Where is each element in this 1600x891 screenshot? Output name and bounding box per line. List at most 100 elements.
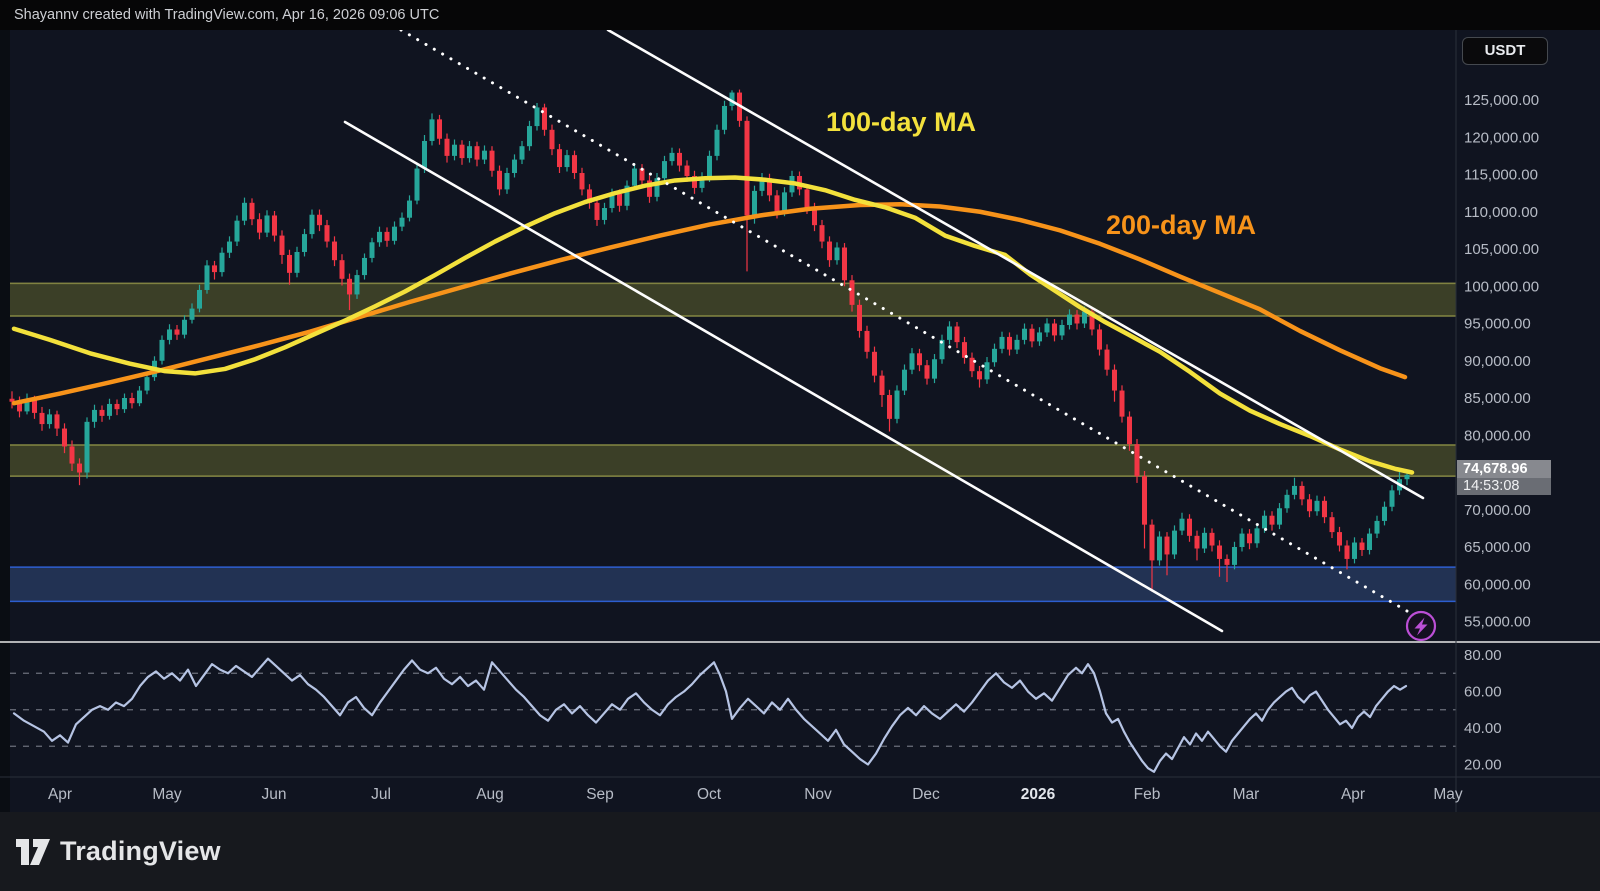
symbol-currency-badge[interactable]: USDT — [1462, 37, 1548, 65]
candle-body — [1254, 528, 1260, 544]
candle-body — [962, 342, 967, 358]
candle-body — [77, 463, 82, 473]
candle-body — [542, 107, 547, 130]
candle-body — [459, 144, 465, 159]
time-axis-label-jun[interactable]: Jun — [262, 786, 287, 803]
lightning-icon — [1414, 617, 1428, 636]
candle-body — [1232, 547, 1237, 565]
time-axis-label-feb[interactable]: Feb — [1134, 786, 1161, 803]
ma-100-line — [11, 175, 1415, 475]
candle-body — [1082, 311, 1087, 324]
candle-body — [1277, 508, 1282, 525]
time-axis-label-2026[interactable]: 2026 — [1021, 786, 1056, 803]
candle-body — [759, 178, 765, 191]
candle-body — [752, 190, 757, 216]
candle-body — [9, 398, 15, 402]
candle-body — [264, 215, 270, 233]
candle-body — [729, 92, 735, 106]
candle-body — [1382, 506, 1387, 521]
tradingview-logo-icon[interactable] — [16, 838, 50, 866]
candle-body — [182, 319, 187, 335]
candle-body — [302, 234, 307, 252]
candle-body — [939, 339, 945, 360]
candle-body — [1037, 332, 1042, 342]
rsi-tick-label: 60.00 — [1464, 684, 1502, 701]
candle-body — [947, 326, 952, 340]
candle-body — [1194, 535, 1200, 549]
candle-body — [1307, 499, 1312, 512]
candle-body — [654, 178, 660, 197]
price-tick-label: 65,000.00 — [1464, 539, 1531, 556]
time-axis-label-jul[interactable]: Jul — [371, 786, 391, 803]
last-price-tag[interactable]: 74,678.96 14:53:08 — [1457, 460, 1551, 495]
candle-body — [92, 409, 97, 422]
left-margin-strip — [0, 30, 10, 812]
candle-body — [384, 231, 390, 241]
candle-body — [279, 235, 285, 255]
candle-body — [467, 146, 472, 159]
candle-body — [1142, 476, 1147, 525]
candle-body — [714, 129, 720, 156]
time-axis-label-may[interactable]: May — [1433, 786, 1463, 803]
price-tick-label: 90,000.00 — [1464, 353, 1531, 370]
candle-body — [842, 247, 847, 281]
channel-line-left[interactable] — [343, 120, 1224, 633]
candle-body — [647, 180, 652, 197]
last-price-value: 74,678.96 — [1457, 460, 1551, 478]
candle-body — [137, 390, 142, 404]
candle-body — [609, 193, 615, 209]
candle-body — [204, 265, 210, 290]
time-axis-label-mar[interactable]: Mar — [1233, 786, 1260, 803]
candle-body — [677, 152, 682, 166]
candle-body — [1344, 545, 1350, 559]
time-axis-label-nov[interactable]: Nov — [804, 786, 832, 803]
candle-body — [39, 412, 45, 425]
candle-body — [1074, 314, 1080, 324]
candle-body — [1112, 369, 1117, 391]
candle-body — [1367, 533, 1372, 550]
price-tick-label: 85,000.00 — [1464, 390, 1531, 407]
candle-body — [804, 189, 810, 209]
candle-body — [287, 254, 292, 273]
candle-body — [1404, 474, 1410, 480]
candle-body — [834, 247, 840, 261]
time-axis-label-aug[interactable]: Aug — [476, 786, 504, 803]
candle-body — [1374, 520, 1380, 534]
tradingview-logo-text[interactable]: TradingView — [60, 836, 221, 866]
channel-midline[interactable] — [399, 28, 1409, 613]
price-tick-label: 125,000.00 — [1464, 92, 1539, 109]
channel-line-right[interactable] — [606, 28, 1425, 500]
time-axis-label-oct[interactable]: Oct — [697, 786, 722, 803]
time-axis-label-apr[interactable]: Apr — [1341, 786, 1365, 803]
candle-body — [1239, 533, 1245, 547]
candle-body — [564, 155, 570, 168]
candle-body — [1014, 339, 1020, 350]
candle-body — [819, 225, 825, 242]
candle-body — [984, 362, 990, 380]
time-axis-label-dec[interactable]: Dec — [912, 786, 940, 803]
candle-body — [744, 120, 750, 216]
price-tick-label: 100,000.00 — [1464, 278, 1539, 295]
candle-body — [812, 208, 817, 226]
candle-body — [167, 329, 172, 340]
candle-body — [527, 126, 532, 147]
candle-body — [1089, 311, 1095, 330]
footer-bar: TradingView — [0, 812, 1600, 891]
candle-body — [594, 202, 600, 220]
candle-body — [1007, 336, 1012, 350]
candle-body — [317, 214, 322, 226]
time-axis-label-sep[interactable]: Sep — [586, 786, 614, 803]
candle-body — [1022, 328, 1027, 340]
ma-200-label: 200-day MA — [1106, 210, 1256, 240]
time-axis-label-apr[interactable]: Apr — [48, 786, 72, 803]
candle-body — [1044, 323, 1050, 333]
ma-100-label: 100-day MA — [826, 107, 976, 137]
candle-body — [512, 159, 517, 174]
time-axis-label-may[interactable]: May — [152, 786, 182, 803]
candle-body — [1059, 324, 1065, 336]
candle-body — [692, 175, 697, 188]
price-tick-label: 70,000.00 — [1464, 502, 1531, 519]
candle-body — [219, 252, 225, 273]
chart-canvas[interactable]: 100-day MA 200-day MA 125,000.00 120,000.00… — [0, 0, 1600, 812]
candle-body — [894, 390, 900, 419]
